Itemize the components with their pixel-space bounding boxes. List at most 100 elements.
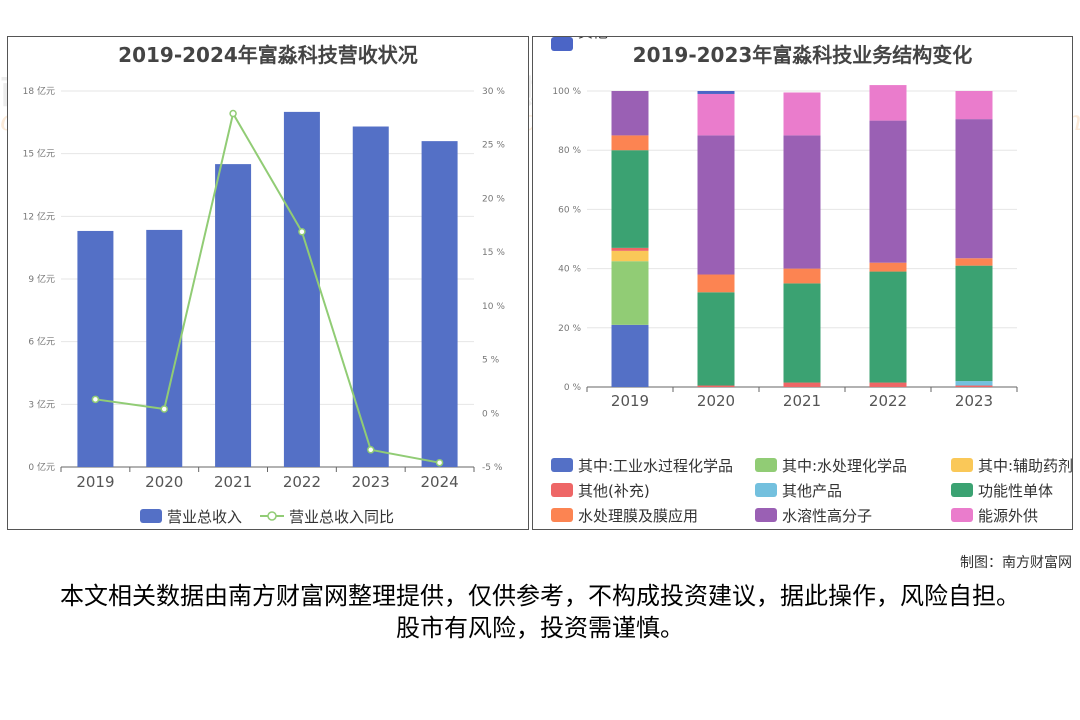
y2-tick-label: 20 % bbox=[482, 194, 505, 204]
x-tick-label: 2023 bbox=[955, 392, 993, 410]
legend-label: 其中:工业水过程化学品 bbox=[578, 457, 733, 475]
legend-swatch bbox=[551, 37, 573, 51]
legend-label: 其中:水处理化学品 bbox=[782, 457, 907, 475]
legend-swatch bbox=[951, 508, 973, 522]
legend-label-revenue: 营业总收入 bbox=[167, 508, 242, 526]
y-tick-label: 20 % bbox=[558, 324, 581, 334]
yoy-point bbox=[435, 458, 444, 467]
y2-tick-label: 25 % bbox=[482, 141, 505, 151]
revenue-chart-title: 2019-2024年富淼科技营收状况 bbox=[118, 43, 418, 67]
stacked-segment bbox=[611, 324, 649, 387]
stacked-segment bbox=[611, 91, 649, 136]
x-tick-label: 2022 bbox=[283, 473, 321, 491]
stacked-segment bbox=[869, 382, 907, 387]
y-tick-label: 3 亿元 bbox=[28, 398, 55, 410]
stacked-segment bbox=[955, 91, 993, 120]
stacked-segment bbox=[783, 92, 821, 136]
legend-swatch bbox=[755, 483, 777, 497]
x-tick-label: 2021 bbox=[783, 392, 821, 410]
legend-label: 水处理膜及膜应用 bbox=[578, 507, 698, 525]
legend-label: 其他(补充) bbox=[578, 482, 650, 500]
stacked-segment bbox=[783, 382, 821, 387]
legend-swatch bbox=[755, 508, 777, 522]
structure-chart: 0 % 20 % 40 % 60 % 80 % 100 % 2019 2020 2021 2022… bbox=[551, 37, 1073, 525]
structure-chart-title: 2019-2023年富淼科技业务结构变化 bbox=[632, 43, 973, 67]
stacked-segment bbox=[697, 91, 735, 94]
stacked-segment bbox=[697, 93, 735, 136]
y2-tick-label: 0 % bbox=[482, 409, 500, 419]
x-tick-label: 2022 bbox=[869, 392, 907, 410]
stacked-segment bbox=[955, 119, 993, 259]
stacked-segment bbox=[697, 292, 735, 386]
stacked-segment bbox=[611, 250, 649, 262]
legend-swatch-yoy-point bbox=[267, 511, 277, 521]
x-tick-label: 2019 bbox=[76, 473, 114, 491]
stacked-segment bbox=[955, 381, 993, 386]
y-tick-label: 60 % bbox=[558, 205, 581, 215]
stacked-segment bbox=[783, 135, 821, 269]
stacked-segment bbox=[697, 135, 735, 275]
stacked-segment bbox=[955, 385, 993, 387]
stacked-segment bbox=[611, 150, 649, 248]
yoy-line bbox=[95, 110, 440, 464]
y-tick-label: 6 亿元 bbox=[28, 336, 55, 348]
stacked-segment bbox=[783, 268, 821, 284]
y2-tick-label: 15 % bbox=[482, 248, 505, 258]
y2-tick-label: 5 % bbox=[482, 356, 500, 366]
legend-swatch bbox=[551, 508, 573, 522]
y-tick-label: 12 亿元 bbox=[23, 210, 55, 222]
stacked-segment bbox=[611, 247, 649, 251]
stacked-segment bbox=[955, 265, 993, 382]
y-tick-label: 0 亿元 bbox=[28, 461, 55, 473]
x-tick-label: 2021 bbox=[214, 473, 252, 491]
structure-chart-panel: 2019-2023年富淼科技业务结构变化 0 % 20 % 40 % 60 % 80 %… bbox=[532, 36, 1073, 530]
legend-swatch bbox=[551, 483, 573, 497]
x-tick-label: 2020 bbox=[145, 473, 183, 491]
y-tick-label: 0 % bbox=[564, 383, 582, 393]
legend-swatch bbox=[951, 483, 973, 497]
legend-swatch bbox=[551, 458, 573, 472]
legend-label: 其他产品 bbox=[782, 482, 842, 500]
yoy-point bbox=[91, 395, 100, 404]
yoy-point bbox=[367, 446, 375, 454]
bar bbox=[352, 126, 389, 467]
y2-tick-label: 30 % bbox=[482, 87, 505, 97]
y-tick-label: 40 % bbox=[558, 265, 581, 275]
revenue-chart: 0 亿元 3 亿元 6 亿元 9 亿元 12 亿元 15 亿元 18 亿元 -5 % 0 % 5 … bbox=[23, 85, 506, 526]
y-tick-label: 15 亿元 bbox=[23, 148, 55, 160]
stacked-segment bbox=[783, 283, 821, 383]
legend-label: 水溶性高分子 bbox=[782, 507, 872, 525]
x-tick-label: 2019 bbox=[611, 392, 649, 410]
revenue-chart-panel: 2019-2024年富淼科技营收状况 0 亿元 3 亿元 6 亿元 9 亿元 12 亿元… bbox=[7, 36, 529, 530]
bar bbox=[146, 229, 183, 467]
legend-swatch bbox=[755, 458, 777, 472]
x-tick-label: 2023 bbox=[352, 473, 390, 491]
y-tick-label: 80 % bbox=[558, 146, 581, 156]
legend-label-yoy: 营业总收入同比 bbox=[289, 508, 394, 526]
y2-tick-label: 10 % bbox=[482, 302, 505, 312]
bar bbox=[421, 141, 458, 467]
legend-label: 能源外供 bbox=[978, 507, 1038, 525]
stacked-segment bbox=[955, 258, 993, 266]
legend-label: 其中:辅助药剂 bbox=[978, 457, 1073, 475]
legend-label: 其他 bbox=[578, 37, 608, 41]
x-tick-label: 2020 bbox=[697, 392, 735, 410]
stacked-segment bbox=[697, 274, 735, 293]
legend-label: 功能性单体 bbox=[978, 482, 1053, 500]
bar bbox=[77, 230, 114, 467]
x-tick-label: 2024 bbox=[420, 473, 458, 491]
legend-swatch-revenue bbox=[140, 509, 162, 523]
stacked-segment bbox=[869, 271, 907, 383]
yoy-point bbox=[229, 109, 237, 118]
legend-swatch bbox=[951, 458, 973, 472]
stacked-segment bbox=[869, 85, 907, 121]
yoy-point bbox=[160, 405, 168, 413]
y-tick-label: 18 亿元 bbox=[23, 85, 55, 97]
chart-credit: 制图：南方财富网 bbox=[960, 555, 1072, 571]
bar bbox=[283, 111, 320, 467]
bar bbox=[215, 164, 252, 467]
stacked-segment bbox=[869, 120, 907, 263]
yoy-point bbox=[298, 227, 306, 236]
stacked-segment bbox=[611, 261, 649, 325]
y-tick-label: 9 亿元 bbox=[28, 273, 55, 285]
